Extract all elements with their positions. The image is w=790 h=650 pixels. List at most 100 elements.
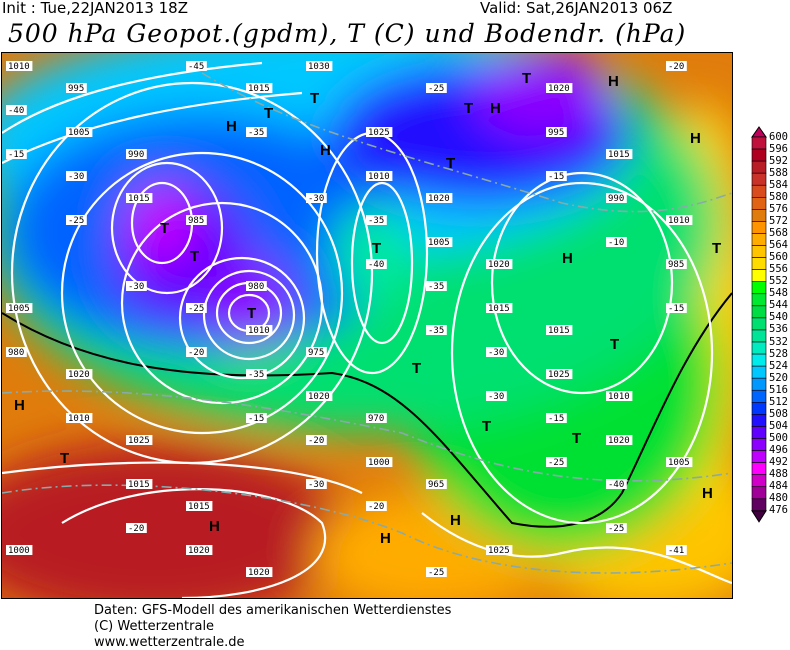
svg-text:-25: -25 <box>548 458 564 468</box>
temperature-label: -30 <box>306 479 327 490</box>
temperature-label: -25 <box>186 303 207 314</box>
colorbar <box>751 126 767 523</box>
colorbar-segment <box>751 305 767 319</box>
isobar-label: 1025 <box>546 369 573 380</box>
svg-text:-35: -35 <box>428 326 444 336</box>
temperature-label: -20 <box>126 523 147 534</box>
high-pressure-marker: H <box>450 512 461 529</box>
low-pressure-marker: T <box>464 100 473 117</box>
isobar-label: 1010 <box>606 391 633 402</box>
isobar-label: 985 <box>186 215 207 226</box>
svg-text:1010: 1010 <box>368 172 390 182</box>
isobar-label: 1005 <box>6 303 33 314</box>
low-pressure-marker: T <box>572 430 581 447</box>
svg-text:-20: -20 <box>308 436 324 446</box>
isobar-label: 965 <box>426 479 447 490</box>
svg-text:1020: 1020 <box>608 436 630 446</box>
svg-text:-35: -35 <box>248 370 264 380</box>
svg-text:1010: 1010 <box>608 392 630 402</box>
svg-text:-35: -35 <box>368 216 384 226</box>
low-pressure-marker: T <box>190 248 199 265</box>
init-time: Init : Tue,22JAN2013 18Z <box>2 0 188 17</box>
svg-text:-30: -30 <box>68 172 84 182</box>
low-pressure-marker: T <box>60 450 69 467</box>
temperature-label: -25 <box>546 457 567 468</box>
temperature-label: -15 <box>6 149 27 160</box>
isobar-label: 1015 <box>186 501 213 512</box>
svg-text:-30: -30 <box>128 282 144 292</box>
svg-text:975: 975 <box>308 348 324 358</box>
high-pressure-marker: H <box>702 485 713 502</box>
colorbar-label: 596 <box>769 142 788 155</box>
colorbar-label: 580 <box>769 190 788 203</box>
colorbar-segment <box>751 341 767 355</box>
svg-text:1015: 1015 <box>128 480 150 490</box>
isobar-label: 995 <box>546 127 567 138</box>
temperature-label: -30 <box>486 391 507 402</box>
colorbar-segment <box>751 438 767 451</box>
colorbar-label: 496 <box>769 444 788 457</box>
isobar-label: 1025 <box>486 545 513 556</box>
low-pressure-marker: T <box>522 70 531 87</box>
svg-text:-20: -20 <box>188 348 204 358</box>
colorbar-segment <box>751 293 767 307</box>
isobar-label: 990 <box>606 193 627 204</box>
svg-text:-40: -40 <box>608 480 624 490</box>
high-pressure-marker: H <box>209 518 220 535</box>
temperature-label: -30 <box>66 171 87 182</box>
svg-text:1005: 1005 <box>68 128 90 138</box>
svg-text:990: 990 <box>128 150 144 160</box>
low-pressure-marker: T <box>372 240 381 257</box>
isobar-label: 1005 <box>426 237 453 248</box>
svg-text:1030: 1030 <box>308 62 330 72</box>
svg-text:-20: -20 <box>128 524 144 534</box>
isobar-label: 1020 <box>546 83 573 94</box>
svg-text:1005: 1005 <box>8 304 30 314</box>
colorbar-segment <box>751 329 767 343</box>
isobar-label: 1000 <box>366 457 393 468</box>
temperature-label: -20 <box>306 435 327 446</box>
colorbar-segment <box>751 160 767 174</box>
colorbar-label: 564 <box>769 239 788 252</box>
svg-text:1025: 1025 <box>128 436 150 446</box>
temperature-label: -35 <box>246 127 267 138</box>
svg-text:-45: -45 <box>188 62 204 72</box>
isobar-label: 995 <box>66 83 87 94</box>
front-line <box>2 292 732 528</box>
temperature-label: -25 <box>426 567 447 578</box>
colorbar-label: 500 <box>769 432 788 444</box>
svg-text:1015: 1015 <box>248 84 270 94</box>
svg-text:1020: 1020 <box>548 84 570 94</box>
colorbar-label: 528 <box>769 347 788 360</box>
colorbar-label: 484 <box>769 480 788 493</box>
svg-text:-35: -35 <box>248 128 264 138</box>
isobar-label: 1015 <box>246 83 273 94</box>
svg-text:1015: 1015 <box>188 502 210 512</box>
temperature-label: -41 <box>666 545 687 556</box>
temperature-label: -35 <box>426 281 447 292</box>
svg-text:1005: 1005 <box>668 458 690 468</box>
colorbar-segment <box>751 257 767 270</box>
colorbar-label: 476 <box>769 504 788 517</box>
svg-text:-15: -15 <box>248 414 264 424</box>
isobar-label: 990 <box>126 149 147 160</box>
colorbar-segment <box>751 233 767 246</box>
svg-text:1020: 1020 <box>68 370 90 380</box>
colorbar-segment <box>751 498 767 512</box>
svg-text:-30: -30 <box>308 480 324 490</box>
low-pressure-marker: T <box>712 240 721 257</box>
isobar-label: 1010 <box>6 61 33 72</box>
svg-text:1010: 1010 <box>68 414 90 424</box>
svg-text:995: 995 <box>548 128 564 138</box>
svg-text:990: 990 <box>608 194 624 204</box>
colorbar-label: 516 <box>769 383 788 396</box>
colorbar-label: 588 <box>769 166 788 179</box>
colorbar-segment <box>751 402 767 415</box>
colorbar-label: 592 <box>769 154 788 167</box>
svg-text:-40: -40 <box>368 260 384 270</box>
svg-text:-15: -15 <box>8 150 24 160</box>
footer-link[interactable]: www.wetterzentrale.de <box>94 635 245 650</box>
high-pressure-marker: H <box>380 530 391 547</box>
colorbar-label: 520 <box>769 371 788 384</box>
svg-text:1025: 1025 <box>548 370 570 380</box>
